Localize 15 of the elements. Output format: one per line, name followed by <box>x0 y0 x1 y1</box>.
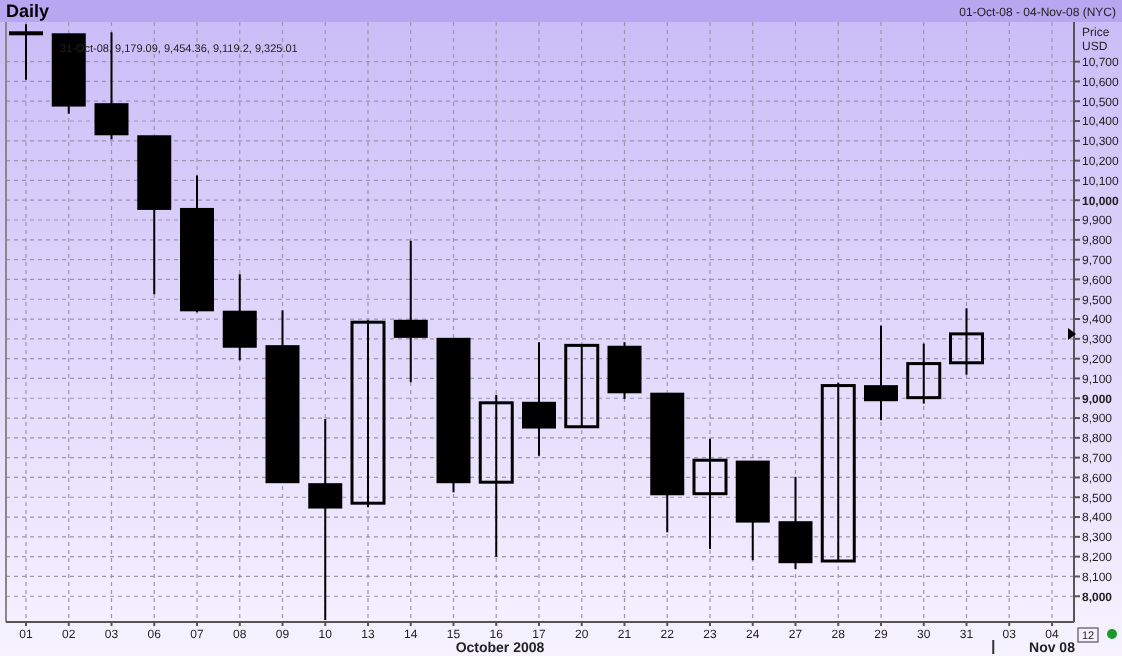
candlestick <box>949 307 984 376</box>
chart-title: Daily <box>6 1 50 21</box>
candlestick <box>222 273 257 362</box>
candlestick <box>607 341 642 400</box>
candlestick <box>350 319 386 509</box>
candlestick <box>9 23 43 81</box>
candlestick <box>864 324 898 422</box>
candlestick <box>692 437 728 550</box>
candlestick <box>778 475 813 570</box>
candlestick <box>478 393 514 558</box>
candlestick <box>820 381 856 563</box>
candlestick <box>564 343 600 429</box>
candlestick <box>906 342 942 405</box>
candlestick <box>393 239 428 384</box>
candlestick <box>522 341 556 457</box>
